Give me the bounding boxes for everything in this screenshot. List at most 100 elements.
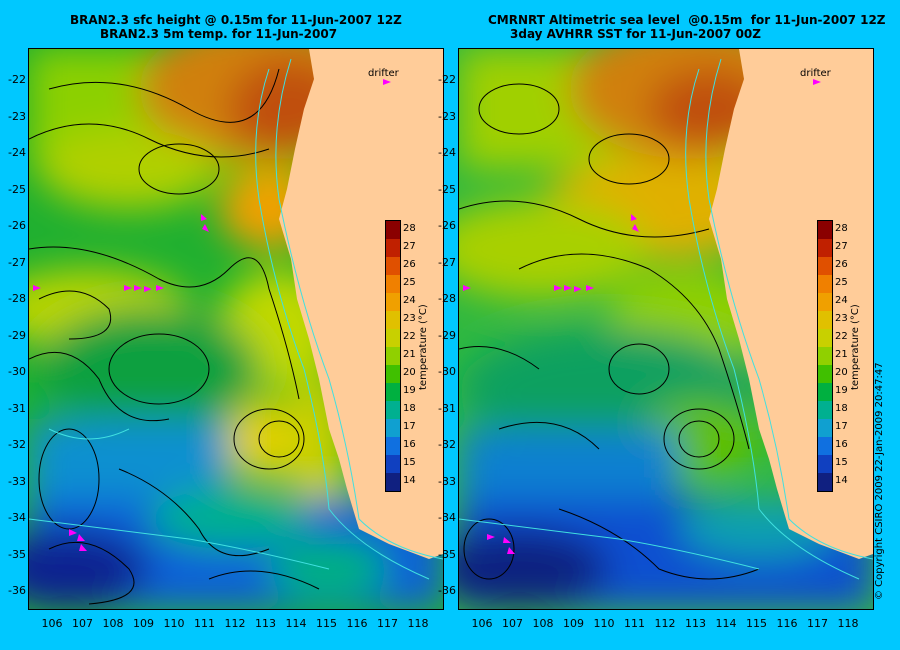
y-axis-tick-label: -23 bbox=[438, 109, 456, 123]
colorbar-segment bbox=[386, 419, 400, 437]
y-axis-tick-label: -32 bbox=[8, 438, 26, 451]
colorbar-tick-label: 22 bbox=[835, 331, 848, 342]
x-axis-tick-label: 108 bbox=[102, 617, 124, 630]
colorbar-tick-label: 26 bbox=[835, 259, 848, 270]
colorbar-tick-label: 21 bbox=[835, 349, 848, 360]
x-axis-tick-label: 113 bbox=[685, 617, 706, 630]
colorbar-tick-label: 23 bbox=[403, 313, 416, 324]
x-axis-tick-label: 108 bbox=[532, 617, 554, 630]
colorbar-segment bbox=[818, 383, 832, 401]
left-title-line2: BRAN2.3 5m temp. for 11-Jun-2007 bbox=[100, 27, 338, 41]
x-axis-tick-label: 106 bbox=[471, 617, 493, 630]
colorbar-tick-label: 25 bbox=[835, 277, 848, 288]
y-axis-tick-label: -31 bbox=[438, 401, 456, 415]
colorbar-segment bbox=[386, 275, 400, 293]
colorbar-tick-label: 24 bbox=[835, 295, 848, 306]
left-title-line1: BRAN2.3 sfc height @ 0.15m for 11-Jun-20… bbox=[70, 13, 402, 27]
colorbar-segment bbox=[386, 347, 400, 365]
right-title-line1: CMRNRT Altimetric sea level @0.15m for 1… bbox=[488, 13, 886, 27]
colorbar-tick-label: 20 bbox=[403, 367, 416, 378]
y-axis-tick-label: -36 bbox=[438, 584, 456, 597]
colorbar-tick-label: 15 bbox=[835, 457, 848, 468]
colorbar-tick-label: 19 bbox=[835, 385, 848, 396]
colorbar-tick-label: 28 bbox=[403, 223, 416, 234]
y-axis-tick-label: -28 bbox=[8, 292, 26, 305]
y-axis-tick-label: -22 bbox=[8, 73, 26, 86]
y-axis-tick-label: -35 bbox=[438, 547, 456, 561]
right-drifter-label: drifter bbox=[800, 68, 831, 79]
colorbar-segment bbox=[818, 329, 832, 347]
y-axis-tick-label: -31 bbox=[8, 401, 26, 415]
y-axis-tick-label: -28 bbox=[438, 292, 456, 305]
x-axis-tick-label: 112 bbox=[654, 617, 676, 630]
y-axis-tick-label: -35 bbox=[8, 547, 26, 561]
y-axis-tick-label: -24 bbox=[438, 146, 456, 159]
colorbar-tick-label: 26 bbox=[403, 259, 416, 270]
x-axis-tick-label: 118 bbox=[837, 617, 859, 630]
colorbar-segment bbox=[818, 347, 832, 365]
x-axis-tick-label: 118 bbox=[407, 617, 429, 630]
colorbar-segment bbox=[386, 329, 400, 347]
y-axis-tick-label: -25 bbox=[8, 182, 26, 196]
colorbar-segment bbox=[818, 401, 832, 419]
x-axis-tick-label: 117 bbox=[377, 617, 398, 630]
x-axis-tick-label: 110 bbox=[163, 617, 185, 630]
y-axis-tick-label: -23 bbox=[8, 109, 26, 123]
colorbar-segment bbox=[386, 365, 400, 383]
colorbar-segment bbox=[386, 293, 400, 311]
colorbar-segment bbox=[386, 383, 400, 401]
colorbar-segment bbox=[386, 473, 400, 491]
right-title-line2: 3day AVHRR SST for 11-Jun-2007 00Z bbox=[510, 27, 761, 41]
colorbar-tick-label: 16 bbox=[403, 439, 416, 450]
left-map-svg bbox=[29, 49, 443, 609]
x-axis-tick-label: 113 bbox=[255, 617, 276, 630]
copyright-text: © Copyright CSIRO 2009 22-Jan-2009 20:47… bbox=[874, 362, 885, 600]
x-axis-tick-label: 117 bbox=[807, 617, 828, 630]
left-land bbox=[279, 49, 443, 559]
colorbar-tick-label: 19 bbox=[403, 385, 416, 396]
colorbar-tick-label: 25 bbox=[403, 277, 416, 288]
colorbar-segment bbox=[818, 455, 832, 473]
y-axis-tick-label: -29 bbox=[8, 328, 26, 342]
colorbar-tick-label: 17 bbox=[835, 421, 848, 432]
x-axis-tick-label: 112 bbox=[224, 617, 246, 630]
colorbar-segment bbox=[818, 437, 832, 455]
colorbar-segment bbox=[818, 293, 832, 311]
x-axis-tick-label: 110 bbox=[593, 617, 615, 630]
y-axis-tick-label: -32 bbox=[438, 438, 456, 451]
y-axis-tick-label: -26 bbox=[8, 219, 26, 232]
colorbar-segment bbox=[818, 365, 832, 383]
left-map-panel bbox=[28, 48, 444, 610]
x-axis-tick-label: 116 bbox=[346, 617, 368, 630]
x-axis-tick-label: 116 bbox=[776, 617, 798, 630]
colorbar-segment bbox=[818, 419, 832, 437]
x-axis-tick-label: 107 bbox=[72, 617, 93, 630]
colorbar-segment bbox=[818, 221, 832, 239]
colorbar-segment bbox=[818, 275, 832, 293]
colorbar-segment bbox=[386, 257, 400, 275]
colorbar-segment bbox=[386, 401, 400, 419]
colorbar-tick-label: 20 bbox=[835, 367, 848, 378]
colorbar-segment bbox=[818, 473, 832, 491]
colorbar-tick-label: 14 bbox=[835, 475, 848, 486]
left-colorbar bbox=[385, 220, 401, 492]
y-axis-tick-label: -27 bbox=[438, 255, 456, 269]
colorbar-tick-label: 27 bbox=[835, 241, 848, 252]
y-axis-tick-label: -34 bbox=[438, 511, 456, 524]
x-axis-tick-label: 111 bbox=[194, 617, 215, 630]
colorbar-tick-label: 15 bbox=[403, 457, 416, 468]
y-axis-tick-label: -24 bbox=[8, 146, 26, 159]
x-axis-tick-label: 109 bbox=[563, 617, 584, 630]
colorbar-tick-label: 27 bbox=[403, 241, 416, 252]
x-axis-tick-label: 107 bbox=[502, 617, 523, 630]
y-axis-tick-label: -33 bbox=[438, 474, 456, 488]
x-axis-tick-label: 115 bbox=[746, 617, 767, 630]
colorbar-tick-label: 23 bbox=[835, 313, 848, 324]
y-axis-tick-label: -33 bbox=[8, 474, 26, 488]
x-axis-tick-label: 111 bbox=[624, 617, 645, 630]
right-colorbar bbox=[817, 220, 833, 492]
left-colorbar-title: temperature (°C) bbox=[418, 304, 429, 390]
colorbar-segment bbox=[386, 239, 400, 257]
x-axis-tick-label: 114 bbox=[715, 617, 737, 630]
colorbar-tick-label: 17 bbox=[403, 421, 416, 432]
